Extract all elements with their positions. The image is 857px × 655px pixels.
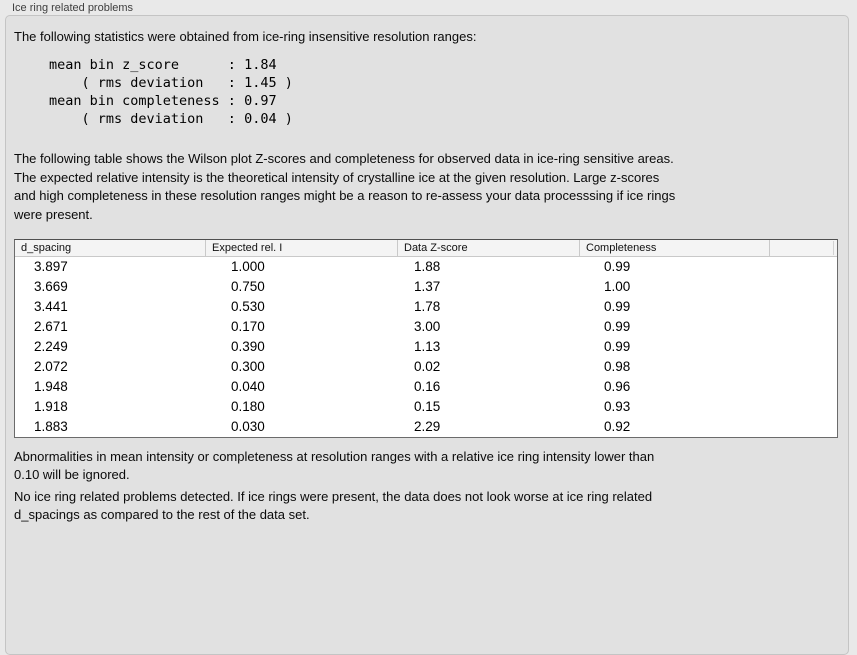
table-cell: 0.96 bbox=[604, 379, 631, 394]
table-cell: 0.92 bbox=[604, 419, 631, 434]
stats-intro-text: The following statistics were obtained f… bbox=[14, 29, 477, 44]
groupbox-title: Ice ring related problems bbox=[12, 2, 134, 14]
table-cell: 3.00 bbox=[414, 319, 441, 334]
column-header[interactable]: d_spacing bbox=[21, 242, 72, 254]
table-cell: 1.918 bbox=[34, 399, 68, 414]
table-cell: 1.00 bbox=[604, 279, 631, 294]
table-cell: 1.000 bbox=[231, 259, 265, 274]
table-row[interactable]: 3.441 0.530 1.78 0.99 bbox=[15, 297, 837, 317]
table-row[interactable]: 2.671 0.170 3.00 0.99 bbox=[15, 317, 837, 337]
table-cell: 0.390 bbox=[231, 339, 265, 354]
table-cell: 0.750 bbox=[231, 279, 265, 294]
table-cell: 0.15 bbox=[414, 399, 441, 414]
table-cell: 0.170 bbox=[231, 319, 265, 334]
column-header[interactable] bbox=[769, 240, 837, 256]
table-cell: 0.030 bbox=[231, 419, 265, 434]
table-cell: 1.37 bbox=[414, 279, 441, 294]
column-header[interactable]: Completeness bbox=[579, 240, 769, 256]
table-row[interactable]: 3.669 0.750 1.37 1.00 bbox=[15, 277, 837, 297]
ice-ring-panel: Ice ring related problems The following … bbox=[5, 2, 849, 655]
table-cell: 0.98 bbox=[604, 359, 631, 374]
stats-values-block: mean bin z_score : 1.84 ( rms deviation … bbox=[49, 57, 293, 127]
table-cell: 0.99 bbox=[604, 299, 631, 314]
table-cell: 1.948 bbox=[34, 379, 68, 394]
header-end-divider bbox=[833, 241, 834, 255]
ice-ring-table: d_spacing Expected rel. I Data Z-score Comp… bbox=[14, 239, 838, 438]
table-cell: 0.040 bbox=[231, 379, 265, 394]
table-row[interactable]: 1.883 0.030 2.29 0.92 bbox=[15, 417, 837, 437]
table-cell: 2.072 bbox=[34, 359, 68, 374]
table-cell: 1.13 bbox=[414, 339, 441, 354]
table-cell: 0.99 bbox=[604, 259, 631, 274]
table-cell: 3.441 bbox=[34, 299, 68, 314]
table-header: d_spacing Expected rel. I Data Z-score Comp… bbox=[15, 240, 837, 257]
table-row[interactable]: 3.897 1.000 1.88 0.99 bbox=[15, 257, 837, 277]
table-cell: 1.78 bbox=[414, 299, 441, 314]
table-cell: 0.16 bbox=[414, 379, 441, 394]
column-header[interactable]: Expected rel. I bbox=[205, 240, 397, 256]
table-cell: 2.671 bbox=[34, 319, 68, 334]
table-cell: 3.897 bbox=[34, 259, 68, 274]
table-row[interactable]: 2.072 0.300 0.02 0.98 bbox=[15, 357, 837, 377]
table-body: 3.897 1.000 1.88 0.99 3.669 0.750 1.37 1.00 3.44… bbox=[15, 257, 837, 437]
table-cell: 0.530 bbox=[231, 299, 265, 314]
table-cell: 0.02 bbox=[414, 359, 441, 374]
conclusion-text: No ice ring related problems detected. I… bbox=[14, 489, 653, 522]
ice-ring-groupbox: The following statistics were obtained f… bbox=[5, 15, 849, 655]
table-cell: 2.249 bbox=[34, 339, 68, 354]
table-row[interactable]: 1.948 0.040 0.16 0.96 bbox=[15, 377, 837, 397]
table-cell: 1.88 bbox=[414, 259, 441, 274]
table-cell: 0.180 bbox=[231, 399, 265, 414]
table-cell: 2.29 bbox=[414, 419, 441, 434]
table-description-text: The following table shows the Wilson plo… bbox=[14, 151, 676, 222]
table-row[interactable]: 2.249 0.390 1.13 0.99 bbox=[15, 337, 837, 357]
table-cell: 0.99 bbox=[604, 319, 631, 334]
table-cell: 0.300 bbox=[231, 359, 265, 374]
table-cell: 0.99 bbox=[604, 339, 631, 354]
table-cell: 3.669 bbox=[34, 279, 68, 294]
column-header[interactable]: Data Z-score bbox=[397, 240, 579, 256]
table-cell: 1.883 bbox=[34, 419, 68, 434]
ignore-note-text: Abnormalities in mean intensity or compl… bbox=[14, 449, 655, 482]
table-row[interactable]: 1.918 0.180 0.15 0.93 bbox=[15, 397, 837, 417]
table-cell: 0.93 bbox=[604, 399, 631, 414]
